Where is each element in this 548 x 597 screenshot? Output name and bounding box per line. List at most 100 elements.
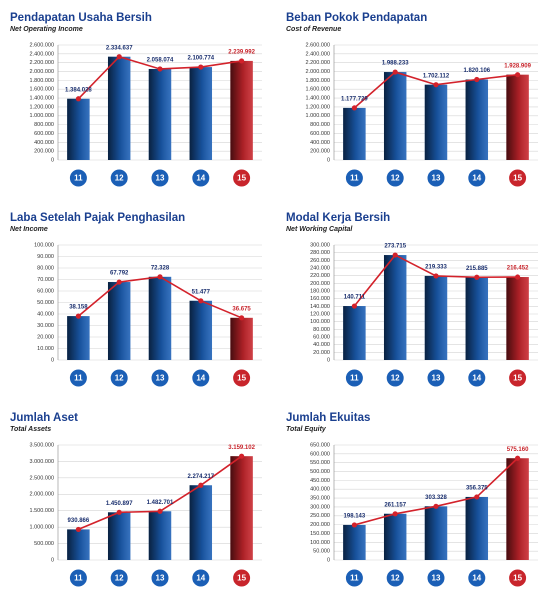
trend-marker [75, 96, 81, 102]
category-badge [344, 368, 364, 388]
y-tick-label: 2.000.000 [30, 69, 54, 75]
y-tick-label: 2.600.000 [306, 42, 330, 48]
trend-marker [157, 66, 163, 72]
y-tick-label: 300.000 [310, 242, 330, 248]
trend-marker [351, 105, 357, 111]
x-tick-label: 12 [391, 574, 400, 583]
bar-shade [424, 84, 448, 160]
category-badge [467, 368, 487, 388]
x-tick-label: 14 [196, 174, 205, 183]
trend-marker [433, 82, 439, 88]
x-tick-label: 12 [115, 574, 124, 583]
y-tick-label: 3.000.000 [30, 459, 54, 465]
chart-title: Jumlah Ekuitas [286, 412, 370, 424]
y-tick-label: 280.000 [310, 250, 330, 256]
bar-shade [189, 300, 213, 360]
y-tick-label: 200.000 [310, 149, 330, 155]
x-tick-label: 13 [432, 574, 441, 583]
y-tick-label: 50.000 [313, 549, 330, 555]
trend-marker [239, 58, 245, 64]
value-label: 38.158 [69, 305, 88, 311]
value-label: 2.239.992 [228, 50, 255, 56]
y-tick-label: 50.000 [37, 300, 54, 306]
bar-shade [343, 524, 366, 560]
y-tick-label: 1.400.000 [30, 96, 54, 102]
bar-shade [506, 74, 529, 160]
category-badge [426, 168, 446, 188]
chart-title: Laba Setelah Pajak Penghasilan [10, 212, 185, 224]
trend-marker [239, 315, 245, 321]
y-tick-label: 180.000 [310, 288, 330, 294]
y-tick-label: 600.000 [310, 131, 330, 137]
y-tick-label: 120.000 [310, 311, 330, 317]
value-label: 140.711 [344, 295, 366, 301]
y-tick-label: 1.800.000 [30, 78, 54, 84]
category-badge [191, 568, 211, 588]
y-tick-label: 2.000.000 [306, 69, 330, 75]
trend-marker [351, 522, 357, 528]
bar-shade [230, 456, 253, 560]
y-tick-label: 100.000 [34, 242, 54, 248]
value-label: 51.477 [192, 289, 211, 295]
y-tick-label: 100.000 [310, 319, 330, 325]
x-tick-label: 13 [156, 174, 165, 183]
value-label: 1.988.233 [382, 61, 409, 67]
chart-title: Modal Kerja Bersih [286, 212, 390, 224]
x-tick-label: 11 [350, 174, 359, 183]
chart-subtitle: Net Operating Income [10, 26, 83, 33]
y-tick-label: 1.600.000 [30, 87, 54, 93]
x-tick-label: 12 [115, 174, 124, 183]
x-tick-label: 12 [391, 374, 400, 383]
chart-subtitle: Cost of Revenue [286, 26, 341, 33]
bar-shade [383, 513, 407, 560]
trend-marker [474, 274, 480, 280]
y-tick-label: 400.000 [310, 487, 330, 493]
y-tick-label: 2.500.000 [30, 475, 54, 481]
trend-marker [433, 503, 439, 509]
trend-marker [116, 509, 122, 515]
bar-shade [189, 67, 213, 160]
category-badge [426, 568, 446, 588]
y-tick-label: 0 [327, 157, 330, 163]
chart-title: Pendapatan Usaha Bersih [10, 12, 152, 24]
x-tick-label: 15 [237, 574, 246, 583]
trend-marker [392, 69, 398, 75]
x-tick-label: 14 [472, 174, 481, 183]
trend-marker [392, 511, 398, 517]
bar-shade [67, 529, 90, 560]
y-tick-label: 1.400.000 [306, 96, 330, 102]
x-tick-label: 11 [350, 374, 359, 383]
x-tick-label: 15 [237, 174, 246, 183]
y-tick-label: 30.000 [37, 323, 54, 329]
category-badge [508, 568, 528, 588]
y-tick-label: 0 [327, 357, 330, 363]
y-tick-label: 140.000 [310, 304, 330, 310]
y-tick-label: 40.000 [313, 342, 330, 348]
trend-marker [198, 64, 204, 70]
category-badge [508, 168, 528, 188]
value-label: 930.866 [68, 518, 90, 524]
y-tick-label: 0 [51, 157, 54, 163]
bar-shade [465, 496, 489, 560]
bar-shade [343, 306, 366, 360]
bar-shade [107, 282, 131, 360]
y-tick-label: 2.200.000 [306, 60, 330, 66]
chart-subtitle: Net Income [10, 226, 48, 233]
y-tick-label: 450.000 [310, 478, 330, 484]
y-tick-label: 2.400.000 [306, 51, 330, 57]
x-tick-label: 11 [74, 574, 83, 583]
category-badge [344, 168, 364, 188]
y-tick-label: 2.000.000 [30, 492, 54, 498]
value-label: 198.143 [344, 514, 366, 520]
y-tick-label: 200.000 [310, 281, 330, 287]
x-tick-label: 15 [513, 374, 522, 383]
y-tick-label: 800.000 [34, 122, 54, 128]
category-badge [467, 568, 487, 588]
chart-title: Beban Pokok Pendapatan [286, 12, 427, 24]
x-tick-label: 15 [513, 174, 522, 183]
trend-marker [75, 313, 81, 319]
bar-shade [189, 485, 213, 560]
x-tick-label: 12 [115, 374, 124, 383]
y-tick-label: 2.600.000 [30, 42, 54, 48]
y-tick-label: 500.000 [310, 469, 330, 475]
